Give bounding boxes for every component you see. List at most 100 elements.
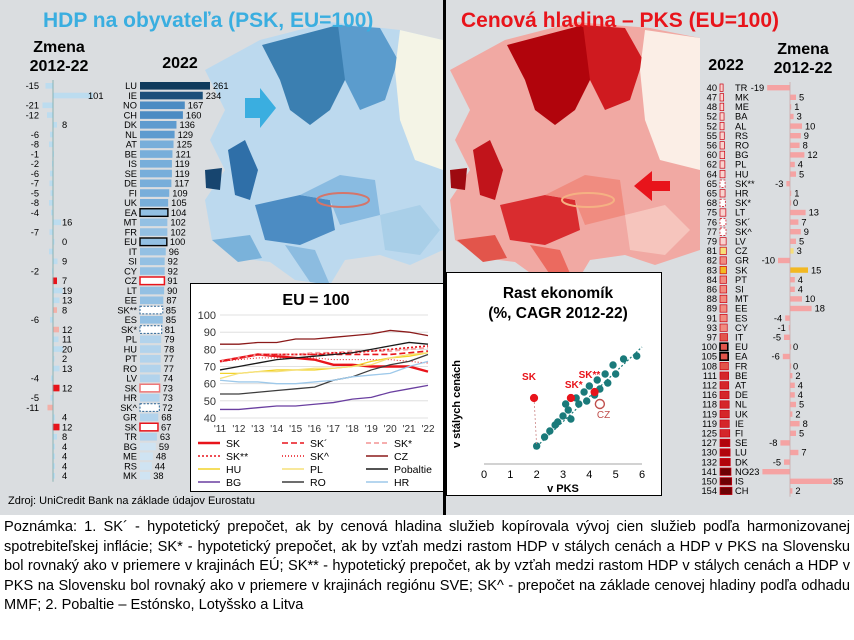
right-change-value: 7 <box>801 448 806 458</box>
left-change-bar <box>53 239 55 245</box>
right-bar-value: 47 <box>707 93 717 103</box>
left-bar-label: LT <box>127 286 137 296</box>
scatter-point <box>604 379 612 387</box>
left-bar-label: BG <box>124 442 137 452</box>
right-change-value: 15 <box>811 265 821 275</box>
left-change-value: 16 <box>62 218 72 228</box>
right-change-bar <box>790 277 795 283</box>
right-change-bar <box>790 411 793 417</box>
left-change-value: -4 <box>31 374 39 384</box>
red-arrow <box>634 171 670 201</box>
right-change-value: 4 <box>798 285 803 295</box>
left-bar-value: 87 <box>166 296 176 306</box>
left-map <box>205 22 443 285</box>
right-change-value: 8 <box>803 419 808 429</box>
right-change-bar <box>784 459 790 465</box>
right-change-value: 1 <box>794 102 799 112</box>
right-bar-label: SE <box>735 438 747 448</box>
left-bar <box>140 140 174 149</box>
scatter-point <box>609 361 617 369</box>
scatter-panel <box>446 272 662 496</box>
right-bar-value: 141 <box>701 467 717 477</box>
line-legend-label: PL <box>310 464 323 476</box>
left-change-value: 2 <box>62 354 67 364</box>
left-change-value: -11 <box>26 403 39 413</box>
left-bar-value: 38 <box>153 471 163 481</box>
right-change-bar <box>790 363 792 369</box>
right-bar-value: 52 <box>707 112 717 122</box>
right-change-bar <box>782 353 790 360</box>
right-change-bar <box>790 94 796 100</box>
left-change-bar <box>53 473 55 479</box>
right-bar <box>719 333 728 342</box>
right-bar-value: 97 <box>707 333 717 343</box>
line-legend-label: Pobaltie <box>394 464 432 476</box>
left-bar-label: SK* <box>121 325 137 335</box>
right-change-value: -4 <box>774 313 782 323</box>
right-bar <box>719 256 727 265</box>
line-y-tick: 50 <box>204 396 216 408</box>
left-change-value: 12 <box>62 325 72 335</box>
right-change-value: 5 <box>799 169 804 179</box>
right-bar-label: SK* <box>735 198 751 208</box>
scatter-title-2: (%, CAGR 2012-22) <box>488 305 628 322</box>
right-bar-label: SK^ <box>735 227 752 237</box>
right-bar-value: 52 <box>707 121 717 131</box>
right-bar <box>719 342 729 352</box>
right-bar <box>719 131 725 140</box>
left-change-bar <box>53 414 55 421</box>
left-bar-label: SE <box>125 169 137 179</box>
left-change-bar <box>52 384 60 392</box>
left-change-value: 13 <box>62 296 72 306</box>
right-change-value: 9 <box>804 227 809 237</box>
right-bar-value: 81 <box>707 246 717 256</box>
right-bar <box>719 362 729 371</box>
right-bar <box>719 141 725 150</box>
left-bar-label: SK** <box>117 305 137 315</box>
right-change-bar <box>790 305 812 312</box>
right-title: Cenová hladina – PKS (EU=100) <box>461 9 780 32</box>
left-bar <box>140 413 159 422</box>
left-bar-label: CH <box>124 110 137 120</box>
left-bar <box>140 472 151 480</box>
line-series-PL <box>219 352 429 380</box>
right-bar-label: TR <box>735 83 748 93</box>
right-bar <box>719 122 725 131</box>
right-change-bar <box>790 430 796 436</box>
right-bar-label: AL <box>735 121 746 131</box>
right-bar <box>719 458 731 467</box>
right-bar-value: 150 <box>701 477 717 487</box>
right-change-value: 4 <box>798 160 803 170</box>
right-bar-label: CZ <box>735 246 748 256</box>
footnote: Poznámka: 1. SK´ - hypotetický prepočet,… <box>4 519 850 614</box>
left-change-value: -6 <box>31 130 39 140</box>
right-year-label: 2022 <box>708 57 744 74</box>
left-change-value: -7 <box>31 227 39 237</box>
right-bar-value: 125 <box>701 429 717 439</box>
left-change-bar <box>47 112 53 118</box>
right-bar <box>719 371 729 380</box>
right-bar-label: ME <box>735 102 749 112</box>
line-legend-label: SK <box>226 438 240 450</box>
right-change-value: -19 <box>751 83 764 93</box>
line-legend-label: SK** <box>226 451 248 463</box>
left-change-bar <box>50 190 53 196</box>
left-change-value: 8 <box>62 305 67 315</box>
left-bar-value: 74 <box>163 374 173 384</box>
left-change-bar <box>50 170 53 177</box>
left-change-bar <box>53 92 93 99</box>
left-change-label-1: Zmena <box>33 39 85 56</box>
left-bar-label: EU <box>124 237 137 247</box>
left-bar <box>140 189 170 197</box>
right-bar-value: 64 <box>707 169 717 179</box>
right-bar-value: 91 <box>707 313 717 323</box>
left-bar-label: TR <box>125 432 138 442</box>
scatter-point <box>601 370 609 378</box>
right-bar-label: GR <box>735 256 749 266</box>
left-bar <box>140 433 157 441</box>
right-bar-label: UK <box>735 409 749 419</box>
scatter-highlight-label: CZ <box>597 410 610 421</box>
right-change-bar <box>786 181 790 187</box>
left-bar-value: 85 <box>166 305 176 315</box>
right-bar-label: FI <box>735 429 743 439</box>
